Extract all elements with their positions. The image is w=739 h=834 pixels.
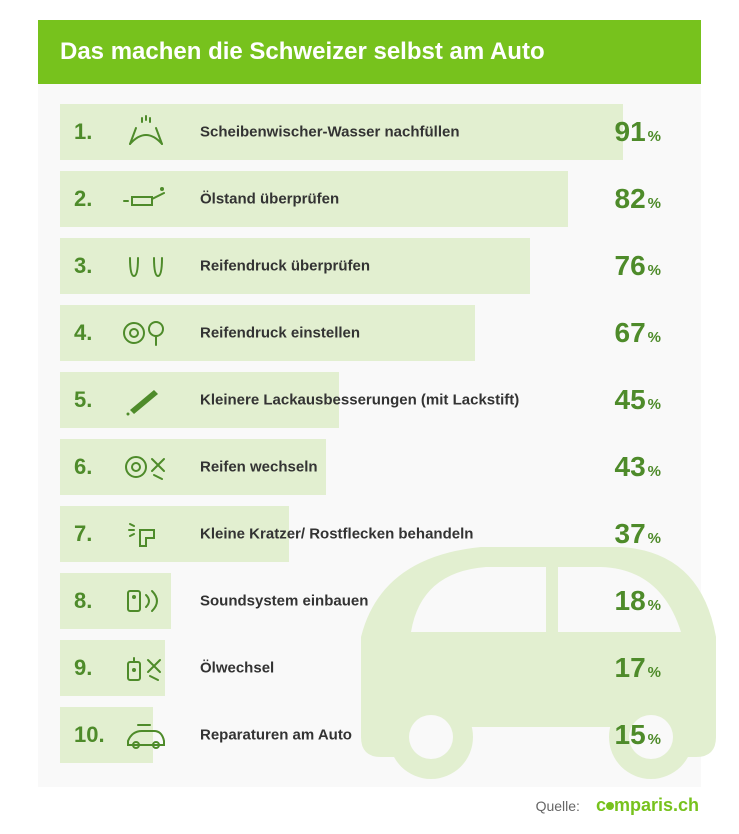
bar-label: Ölstand überprüfen — [200, 191, 339, 208]
bar-label: Reifendruck überprüfen — [200, 258, 370, 275]
bar-value: 18% — [615, 585, 662, 617]
bar-label: Ölwechsel — [200, 660, 274, 677]
bar-label: Soundsystem einbauen — [200, 593, 368, 610]
tire-check-icon — [116, 246, 176, 286]
wiper-fluid-icon — [116, 112, 176, 152]
logo-prefix: c — [596, 795, 606, 815]
rank-number: 7. — [74, 521, 114, 547]
rank-number: 5. — [74, 387, 114, 413]
value-number: 15 — [615, 719, 646, 751]
percent-sign: % — [648, 731, 661, 748]
bar-row: 1. Scheibenwischer-Wasser nachfüllen 91% — [60, 104, 679, 160]
paint-pen-icon — [116, 380, 176, 420]
bar-label: Reifendruck einstellen — [200, 325, 360, 342]
percent-sign: % — [648, 597, 661, 614]
comparis-logo: c mparis.ch — [596, 795, 699, 816]
tire-gauge-icon — [116, 313, 176, 353]
rank-number: 8. — [74, 588, 114, 614]
bar-label: Reparaturen am Auto — [200, 727, 352, 744]
footer: Quelle: c mparis.ch — [536, 795, 699, 816]
value-number: 18 — [615, 585, 646, 617]
value-number: 67 — [615, 317, 646, 349]
chart-title: Das machen die Schweizer selbst am Auto — [38, 20, 701, 84]
value-number: 91 — [615, 116, 646, 148]
bar-value: 15% — [615, 719, 662, 751]
chart-container: Das machen die Schweizer selbst am Auto … — [38, 20, 701, 787]
value-number: 76 — [615, 250, 646, 282]
bar-row: 2. Ölstand überprüfen 82% — [60, 171, 679, 227]
percent-sign: % — [648, 262, 661, 279]
percent-sign: % — [648, 664, 661, 681]
bar-label: Kleinere Lackausbesserungen (mit Lacksti… — [200, 392, 519, 409]
oil-change-icon — [116, 648, 176, 688]
bar-value: 45% — [615, 384, 662, 416]
bar-value: 17% — [615, 652, 662, 684]
chart-rows: 1.Scheibenwischer-Wasser nachfüllen91%2.… — [38, 84, 701, 787]
bar-row: 9. Ölwechsel 17% — [60, 640, 679, 696]
logo-dot-icon — [606, 802, 614, 810]
value-number: 17 — [615, 652, 646, 684]
oil-can-icon — [116, 179, 176, 219]
value-number: 82 — [615, 183, 646, 215]
bar-value: 37% — [615, 518, 662, 550]
bar-label: Scheibenwischer-Wasser nachfüllen — [200, 124, 460, 141]
rank-number: 2. — [74, 186, 114, 212]
percent-sign: % — [648, 329, 661, 346]
bar-row: 3. Reifendruck überprüfen 76% — [60, 238, 679, 294]
value-number: 43 — [615, 451, 646, 483]
percent-sign: % — [648, 195, 661, 212]
logo-suffix: mparis.ch — [614, 795, 699, 815]
percent-sign: % — [648, 128, 661, 145]
sound-system-icon — [116, 581, 176, 621]
rank-number: 3. — [74, 253, 114, 279]
rank-number: 10. — [74, 722, 114, 748]
rank-number: 1. — [74, 119, 114, 145]
rank-number: 4. — [74, 320, 114, 346]
value-number: 37 — [615, 518, 646, 550]
percent-sign: % — [648, 463, 661, 480]
percent-sign: % — [648, 396, 661, 413]
bar-value: 76% — [615, 250, 662, 282]
car-repair-icon — [116, 715, 176, 755]
percent-sign: % — [648, 530, 661, 547]
bar-row: 4. Reifendruck einstellen 67% — [60, 305, 679, 361]
bar-value: 91% — [615, 116, 662, 148]
rank-number: 6. — [74, 454, 114, 480]
rank-number: 9. — [74, 655, 114, 681]
source-label: Quelle: — [536, 798, 580, 814]
tire-change-icon — [116, 447, 176, 487]
bar-row: 8. Soundsystem einbauen 18% — [60, 573, 679, 629]
bar-value: 43% — [615, 451, 662, 483]
bar-row: 6. Reifen wechseln 43% — [60, 439, 679, 495]
bar-row: 7. Kleine Kratzer/ Rostflecken behandeln 3… — [60, 506, 679, 562]
bar-label: Reifen wechseln — [200, 459, 318, 476]
bar-value: 67% — [615, 317, 662, 349]
bar-row: 5. Kleinere Lackausbesserungen (mit Lacks… — [60, 372, 679, 428]
spray-gun-icon — [116, 514, 176, 554]
value-number: 45 — [615, 384, 646, 416]
bar-row: 10. Reparaturen am Auto 15% — [60, 707, 679, 763]
bar-value: 82% — [615, 183, 662, 215]
bar-label: Kleine Kratzer/ Rostflecken behandeln — [200, 526, 473, 543]
